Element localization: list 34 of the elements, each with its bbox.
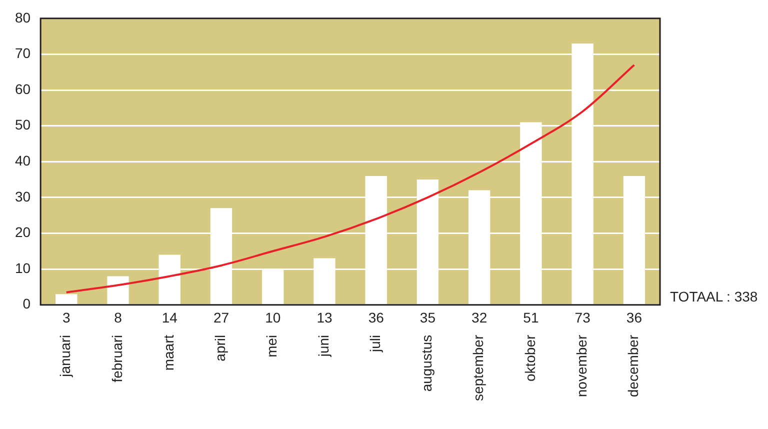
x-tick-label: december [625, 334, 642, 398]
x-tick-label: februari [108, 334, 125, 382]
data-label: 35 [420, 310, 436, 326]
x-tick-label: september [470, 334, 486, 402]
y-tick-label: 50 [14, 116, 31, 133]
y-tick-label: 70 [14, 45, 31, 62]
x-tick-label: augustus [418, 334, 435, 392]
data-label: 10 [265, 310, 281, 326]
x-tick-label: juli [366, 334, 383, 353]
y-tick-label: 10 [14, 260, 31, 276]
data-label: 27 [213, 310, 230, 326]
data-label: 14 [162, 310, 178, 326]
y-tick-label: 40 [14, 152, 31, 168]
x-tick-label: mei [264, 334, 280, 358]
data-label: 8 [114, 310, 122, 326]
x-tick-label: juni [315, 334, 332, 358]
data-label: 36 [368, 310, 384, 326]
data-label: 73 [574, 310, 591, 326]
y-tick-label: 30 [14, 188, 31, 204]
x-tick-label: oktober [522, 334, 538, 382]
data-label: 13 [316, 310, 332, 326]
y-tick-label: 80 [14, 9, 31, 26]
x-tick-label: november [573, 334, 590, 398]
text: TOTAAL : 338 [670, 288, 758, 305]
data-label: 51 [523, 310, 539, 326]
x-tick-label: maart [160, 334, 176, 371]
x-tick-label: april [212, 334, 228, 362]
data-label: 32 [472, 310, 488, 326]
y-tick-label: 20 [14, 224, 31, 240]
y-tick-label: 60 [14, 80, 31, 97]
y-tick-label: 0 [22, 296, 31, 312]
data-label: 3 [62, 310, 70, 326]
x-tick-label: januari [57, 334, 74, 378]
data-label: 36 [626, 310, 642, 326]
